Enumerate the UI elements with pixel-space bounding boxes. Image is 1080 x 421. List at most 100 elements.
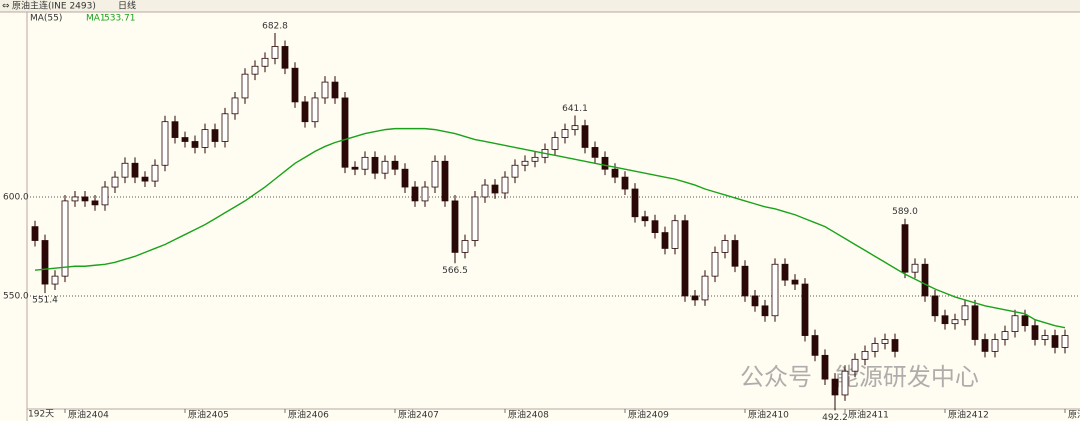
x-tick-label: 原油2409	[628, 409, 669, 421]
x-tick-label: 原油2408	[508, 409, 549, 421]
candle-body	[321, 81, 329, 99]
arrow-icon[interactable]: ⇔	[2, 2, 10, 12]
candle-body	[441, 160, 449, 202]
candle-body	[771, 263, 779, 317]
candle-body	[841, 370, 849, 396]
ma-line	[34, 127, 1066, 329]
candle-body	[601, 156, 609, 170]
candle-body	[81, 196, 89, 202]
candle-body	[951, 319, 959, 325]
candle-body	[371, 156, 379, 174]
ma-legend-name: MA1	[86, 14, 106, 24]
y-tick-label: 550.0	[3, 291, 29, 301]
candle-body	[731, 240, 739, 267]
candle-body	[281, 46, 289, 69]
candle-body	[1001, 331, 1009, 340]
candle-body	[31, 226, 39, 241]
candle-body	[421, 186, 429, 202]
indicator-name[interactable]: MA(55)	[30, 14, 62, 24]
candle-body	[251, 65, 259, 75]
candle-body	[471, 196, 479, 241]
candle-body	[891, 339, 899, 352]
candle-body	[821, 354, 829, 380]
watermark: 公众号 · 能源研发中心	[740, 363, 979, 391]
candle-body	[961, 305, 969, 321]
candle-body	[611, 168, 619, 178]
top-bar	[0, 0, 1080, 12]
candle-body	[661, 232, 669, 249]
candle-body	[931, 295, 939, 317]
candle-body	[111, 176, 119, 188]
candle-body	[351, 166, 359, 170]
candle-body	[571, 125, 579, 131]
candle-body	[201, 129, 209, 148]
candle-body	[721, 240, 729, 253]
period-label: 192天	[28, 410, 54, 420]
candle-body	[191, 141, 199, 148]
candle-body	[481, 184, 489, 198]
candle-body	[91, 200, 99, 206]
candle-body	[291, 67, 299, 103]
candle-body	[341, 97, 349, 168]
candle-body	[401, 168, 409, 188]
candle-body	[1021, 315, 1029, 327]
instrument-title[interactable]: 原油主连(INE 2493)	[12, 0, 96, 12]
extreme-label: 682.8	[262, 21, 288, 31]
candle-body	[1051, 335, 1059, 348]
candle-body	[901, 224, 909, 273]
candle-body	[631, 188, 639, 218]
candle-body	[451, 200, 459, 253]
x-tick-label: 原油2501	[1068, 409, 1080, 421]
period[interactable]: 日线	[118, 0, 136, 12]
candle-body	[711, 251, 719, 277]
extreme-label: 551.4	[32, 296, 58, 306]
candle-body	[881, 339, 889, 344]
candle-body	[851, 358, 859, 372]
extreme-label: 589.0	[892, 207, 918, 217]
candle-body	[561, 129, 569, 138]
extreme-label: 641.1	[562, 104, 588, 114]
candle-body	[781, 263, 789, 281]
x-tick-label: 原油2412	[948, 409, 989, 421]
candle-body	[581, 125, 589, 148]
candle-body	[921, 263, 929, 297]
candle-body	[531, 156, 539, 162]
candle-body	[761, 305, 769, 317]
candle-body	[181, 137, 189, 142]
candle-body	[101, 186, 109, 206]
candle-body	[741, 265, 749, 297]
candle-body	[1061, 335, 1069, 348]
candle-body	[971, 305, 979, 340]
candle-body	[751, 295, 759, 307]
candle-body	[231, 97, 239, 115]
candle-body	[871, 343, 879, 352]
x-tick-label: 原油2405	[188, 409, 229, 421]
candle-body	[301, 101, 309, 123]
candle-body	[411, 186, 419, 202]
candle-body	[701, 275, 709, 301]
candle-body	[511, 164, 519, 178]
candle-body	[941, 315, 949, 325]
candle-body	[831, 378, 839, 396]
candle-body	[161, 121, 169, 166]
candle-body	[151, 164, 159, 182]
candle-body	[41, 240, 49, 285]
candle-body	[61, 200, 69, 277]
y-tick-label: 600.0	[3, 192, 29, 202]
candle-body	[671, 220, 679, 249]
x-tick-label: 原油2407	[398, 409, 439, 421]
candle-body	[141, 176, 149, 182]
candle-body	[491, 184, 499, 194]
candle-body	[591, 147, 599, 158]
candle-body	[801, 283, 809, 336]
candle-body	[501, 176, 509, 194]
x-tick-label: 原油2406	[288, 409, 329, 421]
candle-body	[1011, 315, 1019, 332]
candle-body	[221, 113, 229, 142]
candle-body	[521, 160, 529, 166]
candle-body	[211, 129, 219, 142]
candle-body	[1031, 325, 1039, 340]
candle-body	[691, 295, 699, 301]
